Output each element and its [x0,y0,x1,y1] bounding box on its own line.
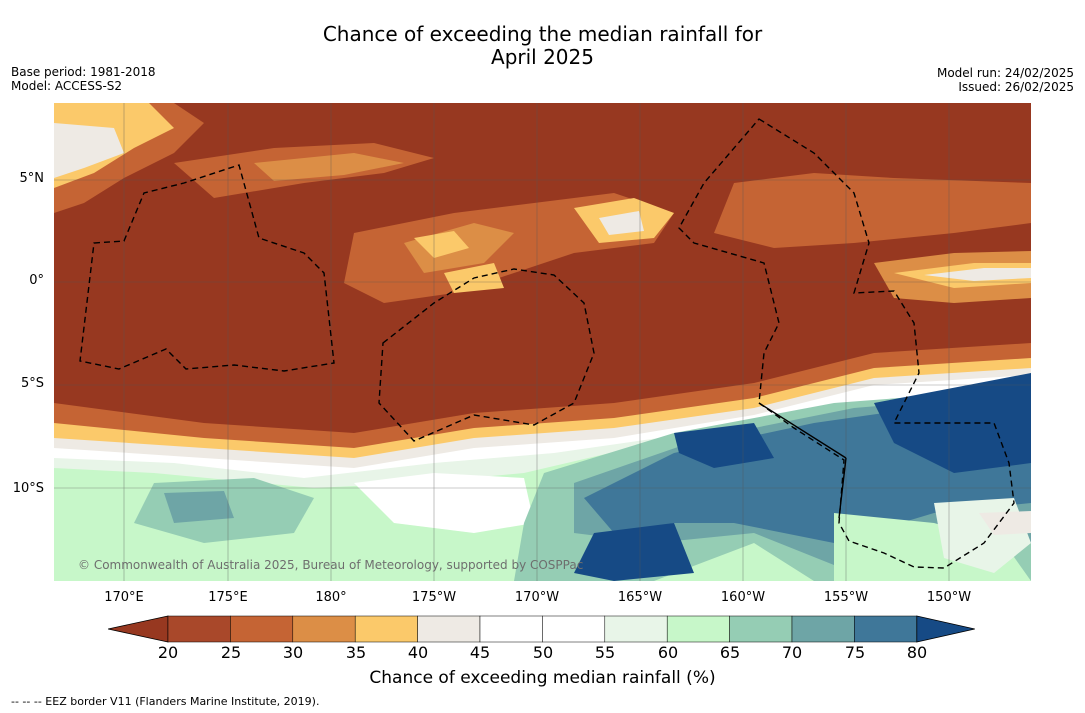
colorbar-tick-40: 40 [407,643,429,662]
colorbar-tick-25: 25 [220,643,242,662]
colorbar-segment [666,615,730,643]
patch-central-grey [599,211,644,235]
colorbar-segment [167,615,231,643]
colorbar [108,615,975,643]
model-run-label: Model run: 24/02/2025 [936,66,1074,80]
map-canvas [54,103,1031,581]
lon-label-170w: 170°W [514,590,560,605]
colorbar-tick-70: 70 [781,643,803,662]
eez-legend-note: -- -- -- EEZ border V11 (Flanders Marine… [11,695,320,708]
colorbar-tick-60: 60 [657,643,679,662]
colorbar-segment [854,615,918,643]
patch-east-orange [714,173,1031,248]
colorbar-segment [791,615,855,643]
lon-label-175e: 175°E [208,590,248,605]
lat-label-5s: 5°S [20,376,44,391]
colorbar-tick-35: 35 [345,643,367,662]
colorbar-tick-75: 75 [844,643,866,662]
copyright-notice: © Commonwealth of Australia 2025, Bureau… [78,558,584,572]
map-title-line1: Chance of exceeding the median rainfall … [322,22,763,46]
lon-label-180: 180° [315,590,347,605]
patch-sw-70 [164,491,234,523]
lon-label-160w: 160°W [720,590,766,605]
colorbar-segment [354,615,418,643]
meta-left: Base period: 1981-2018 Model: ACCESS-S2 [11,65,156,93]
colorbar-segment [542,615,606,643]
colorbar-tick-80: 80 [906,643,928,662]
lat-label-5n: 5°N [19,171,45,186]
base-period-label: Base period: 1981-2018 [11,65,156,79]
patch-se-grey [979,511,1031,535]
lon-label-170e: 170°E [104,590,144,605]
eez-borders [79,118,1015,569]
colorbar-segment [417,615,481,643]
colorbar-segment [604,615,668,643]
lat-label-0: 0° [29,273,44,288]
band-80-mid [674,423,774,468]
eez-kiribati-line [678,118,1015,569]
patch-top-streak-light [254,153,404,181]
colorbar-segment [230,615,294,643]
model-label: Model: ACCESS-S2 [11,79,123,93]
colorbar-tick-45: 45 [469,643,491,662]
colorbar-extend-high [916,615,975,643]
colorbar-segment [479,615,543,643]
lat-label-10s: 10°S [12,481,44,496]
map-gridlines [54,103,1031,581]
patch-central-yellow-1 [414,231,469,258]
lon-label-155w: 155°W [823,590,869,605]
band-80-south [574,523,694,581]
eez-kiribati-phoenix [378,268,595,442]
colorbar-segment [292,615,356,643]
band-80-east [874,373,1031,473]
colorbar-segment [729,615,793,643]
colorbar-extend-low [108,615,169,643]
colorbar-title: Chance of exceeding median rainfall (%) [369,668,716,688]
eez-kiribati-gilbert [79,164,335,372]
colorbar-tick-65: 65 [719,643,741,662]
lon-label-175w: 175°W [411,590,457,605]
colorbar-tick-55: 55 [594,643,616,662]
lon-label-165w: 165°W [617,590,663,605]
map-title-line2: April 2025 [491,45,594,69]
eez-solid-segment [758,402,847,459]
colorbar-tick-50: 50 [532,643,554,662]
colorbar-tick-30: 30 [282,643,304,662]
lon-label-150w: 150°W [926,590,972,605]
rainfall-probability-map [54,103,1031,581]
patch-east-grey [924,268,1031,281]
issued-label: Issued: 26/02/2025 [958,80,1074,94]
meta-right: Model run: 24/02/2025 Issued: 26/02/2025 [937,66,1074,94]
patch-top-left-grey [54,123,124,178]
eez-solid-segment-2 [838,457,847,519]
colorbar-tick-20: 20 [157,643,179,662]
